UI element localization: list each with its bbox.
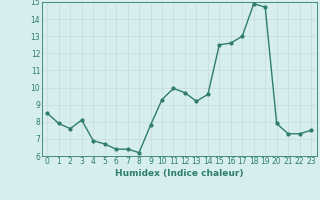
X-axis label: Humidex (Indice chaleur): Humidex (Indice chaleur) [115, 169, 244, 178]
